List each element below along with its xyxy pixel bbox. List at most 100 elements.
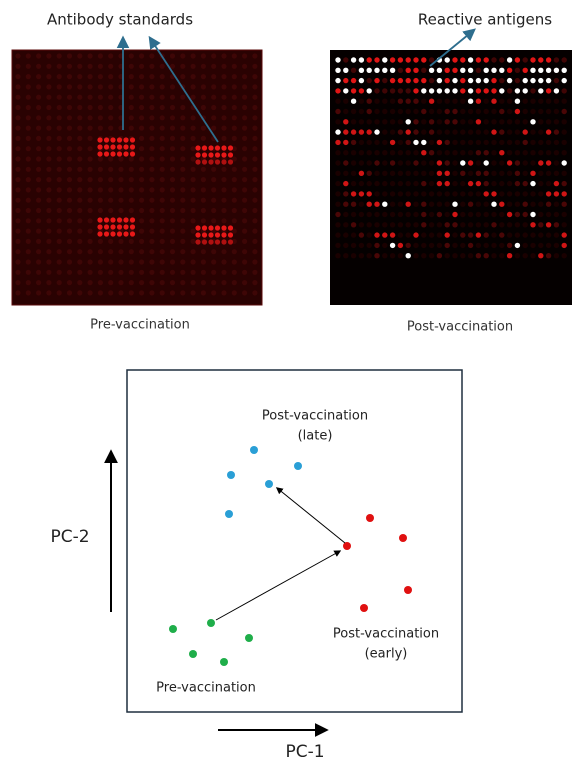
spot xyxy=(406,243,411,248)
spot xyxy=(77,249,82,254)
spot xyxy=(359,109,364,114)
spot xyxy=(554,99,559,104)
spot xyxy=(26,280,31,285)
spot xyxy=(26,229,31,234)
spot xyxy=(46,290,51,295)
spot xyxy=(507,140,512,145)
spot xyxy=(335,140,340,145)
spot xyxy=(562,191,567,196)
spot xyxy=(46,218,51,223)
spot xyxy=(374,129,379,134)
spot xyxy=(382,57,387,62)
spot xyxy=(406,222,411,227)
spot xyxy=(382,222,387,227)
spot xyxy=(523,243,528,248)
annotation: Reactive antigens xyxy=(418,11,552,29)
spot xyxy=(252,64,257,69)
spot xyxy=(390,119,395,124)
spot xyxy=(180,198,185,203)
spot xyxy=(468,57,473,62)
spot xyxy=(77,105,82,110)
spot xyxy=(359,57,364,62)
spot xyxy=(398,129,403,134)
spot xyxy=(252,84,257,89)
spot xyxy=(515,160,520,165)
spot xyxy=(429,119,434,124)
spot xyxy=(421,150,426,155)
spot xyxy=(367,191,372,196)
spot xyxy=(88,167,93,172)
spot xyxy=(374,202,379,207)
spot xyxy=(468,78,473,83)
spot xyxy=(201,64,206,69)
spot xyxy=(129,239,134,244)
spot xyxy=(221,290,226,295)
spot xyxy=(546,150,551,155)
spot xyxy=(221,74,226,79)
spot xyxy=(97,224,102,229)
spot xyxy=(367,232,372,237)
spot xyxy=(98,64,103,69)
spot xyxy=(108,53,113,58)
spot xyxy=(123,217,128,222)
spot xyxy=(77,53,82,58)
spot xyxy=(110,137,115,142)
spot xyxy=(242,259,247,264)
spot xyxy=(335,150,340,155)
spot xyxy=(351,212,356,217)
spot xyxy=(117,224,122,229)
spot xyxy=(77,259,82,264)
spot xyxy=(398,99,403,104)
spot xyxy=(15,280,20,285)
spot xyxy=(26,249,31,254)
spot xyxy=(36,229,41,234)
spot xyxy=(36,208,41,213)
spot xyxy=(26,126,31,131)
spot xyxy=(180,167,185,172)
spot xyxy=(36,187,41,192)
spot xyxy=(367,222,372,227)
spot xyxy=(67,53,72,58)
spot xyxy=(221,84,226,89)
spot xyxy=(390,181,395,186)
spot xyxy=(15,105,20,110)
spot xyxy=(398,171,403,176)
spot xyxy=(104,224,109,229)
spot xyxy=(468,243,473,248)
spot xyxy=(562,202,567,207)
spot xyxy=(499,57,504,62)
spot xyxy=(149,239,154,244)
spot xyxy=(108,156,113,161)
point xyxy=(343,542,351,550)
spot xyxy=(98,270,103,275)
spot xyxy=(130,151,135,156)
spot xyxy=(359,212,364,217)
spot xyxy=(221,259,226,264)
spot xyxy=(108,290,113,295)
spot xyxy=(491,57,496,62)
spot xyxy=(445,212,450,217)
spot xyxy=(351,88,356,93)
spot xyxy=(562,68,567,73)
spot xyxy=(221,187,226,192)
spot xyxy=(359,150,364,155)
spot xyxy=(538,212,543,217)
spot xyxy=(118,259,123,264)
spot xyxy=(507,202,512,207)
spot xyxy=(445,171,450,176)
spot xyxy=(523,68,528,73)
spot xyxy=(211,290,216,295)
spot xyxy=(77,270,82,275)
spot xyxy=(445,160,450,165)
spot xyxy=(160,249,165,254)
spot xyxy=(460,232,465,237)
spot xyxy=(437,253,442,258)
spot xyxy=(491,202,496,207)
spot xyxy=(445,129,450,134)
spot xyxy=(208,145,213,150)
spot xyxy=(118,270,123,275)
spot xyxy=(562,78,567,83)
spot xyxy=(413,99,418,104)
spot xyxy=(139,198,144,203)
spot xyxy=(523,181,528,186)
